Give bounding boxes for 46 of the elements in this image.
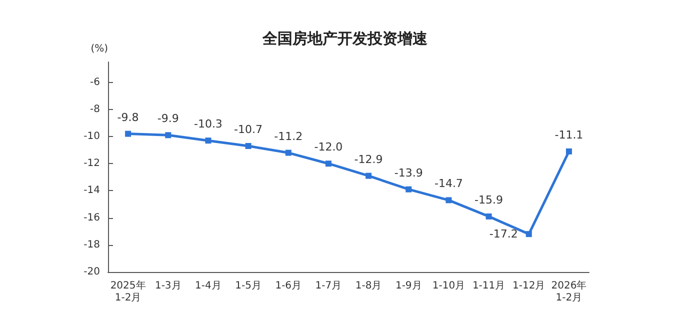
data-label: -9.8: [117, 110, 139, 124]
point: [486, 213, 492, 220]
data-label: -15.9: [474, 193, 504, 206]
x-tick-label: 1-6月: [275, 280, 302, 292]
y-tick-label: -14: [84, 185, 100, 196]
x-tick-label: 1-7月: [315, 280, 342, 292]
y-tick-label: -18: [84, 239, 100, 250]
point: [366, 172, 372, 179]
x-tick-label: 1-8月: [355, 280, 382, 292]
data-label: -12.0: [314, 140, 343, 154]
data-label: -12.9: [354, 152, 383, 166]
x-tick-label: 2026年 1-2月: [551, 280, 587, 304]
point: [285, 150, 292, 156]
point: [165, 132, 172, 138]
y-tick-label: -10: [84, 131, 100, 142]
y-tick-label: -6: [90, 76, 100, 88]
x-tick-label: 1-4月: [195, 280, 222, 292]
y-tick-label: -16: [84, 212, 100, 224]
data-label: -11.2: [274, 130, 303, 143]
y-axis-title: (%): [90, 44, 108, 54]
data-label: -9.9: [157, 112, 179, 126]
data-label: -10.7: [234, 123, 263, 136]
y-tick-label: -20: [84, 266, 100, 278]
data-label: -17.2: [489, 228, 518, 241]
point: [205, 138, 212, 144]
chart-title: 全国房地产开发投资增速: [262, 30, 428, 48]
x-tick-label: 1-5月: [235, 280, 262, 292]
point: [446, 197, 452, 204]
point: [526, 231, 532, 238]
data-label: -11.1: [554, 128, 584, 142]
point: [406, 186, 412, 192]
data-label: -13.9: [394, 166, 423, 180]
x-tick-label: 1-3月: [154, 280, 182, 292]
point: [566, 148, 572, 154]
data-label: -14.7: [434, 177, 463, 190]
x-tick-label: 1-11月: [472, 280, 506, 292]
point: [245, 143, 252, 149]
point: [125, 130, 132, 137]
x-tick-label: 1-9月: [395, 280, 422, 292]
x-tick-label: 1-10月: [432, 280, 466, 292]
x-tick-label: 2025年 1-2月: [110, 280, 146, 304]
x-tick-label: 1-12月: [512, 280, 546, 292]
point: [325, 160, 332, 167]
y-tick-label: -12: [84, 158, 100, 170]
y-tick-label: -8: [90, 104, 100, 115]
data-label: -10.3: [194, 118, 222, 131]
